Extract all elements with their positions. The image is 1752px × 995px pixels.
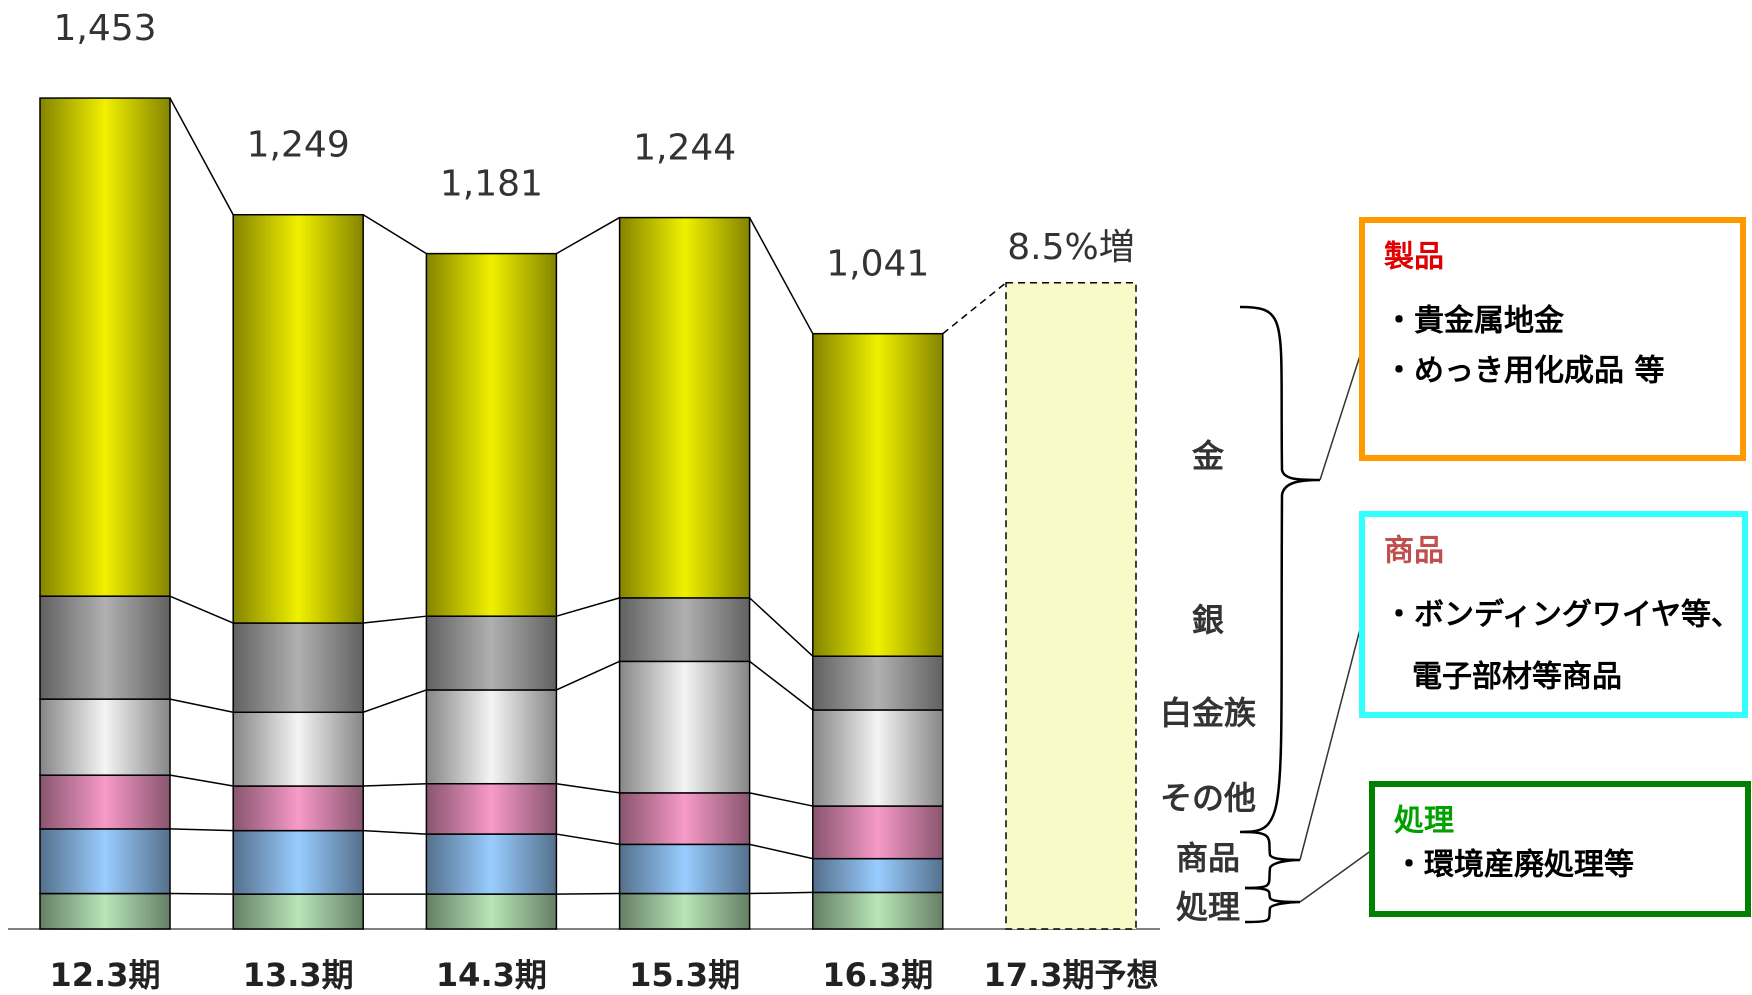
connector (749, 660, 814, 711)
connector (748, 217, 814, 335)
bar-shade (619, 893, 750, 929)
x-tick-label: 15.3期 (629, 956, 740, 994)
pointer (1299, 849, 1373, 903)
connector (169, 595, 234, 624)
panel-box (1369, 781, 1751, 917)
bar-shade (619, 597, 750, 662)
bar-shade (619, 217, 750, 598)
connector (556, 783, 620, 794)
pointer (1319, 339, 1366, 481)
x-tick-label: 16.3期 (822, 956, 933, 994)
bar-shade (812, 892, 943, 929)
bar-shade (233, 623, 364, 713)
series-label: 金 (1191, 437, 1225, 475)
bar-shade (40, 775, 170, 829)
connector (749, 597, 814, 657)
brace (1244, 886, 1301, 924)
connector (556, 216, 620, 255)
forecast-bar (1005, 282, 1137, 930)
bar-shade (426, 616, 557, 690)
connector (749, 891, 813, 895)
bar-shade (812, 333, 943, 657)
bar-shade (812, 806, 943, 859)
series-label: 商品 (1176, 839, 1240, 877)
connector (363, 615, 427, 624)
bar-shade (40, 98, 170, 597)
bar-shade (40, 893, 170, 929)
panel-title: 製品 (1384, 240, 1444, 275)
bar-shade (233, 894, 364, 929)
bar-shade (426, 834, 557, 895)
x-tick-label: 12.3期 (50, 956, 161, 994)
total-label: 1,244 (633, 128, 736, 169)
panel-item: ・めっき用化成品 等 (1384, 354, 1664, 389)
panel-title: 処理 (1394, 804, 1454, 839)
bar-shade (812, 709, 943, 807)
connector (363, 782, 427, 787)
bar-shade (619, 844, 750, 894)
bar-shade (426, 689, 557, 784)
bar-shade (40, 596, 170, 700)
bar-shade (619, 661, 750, 793)
series-label: 銀 (1192, 601, 1224, 639)
connector (363, 829, 427, 835)
panel-item: ・貴金属地金 (1384, 304, 1565, 339)
connector (556, 660, 620, 691)
panel-title: 商品 (1384, 534, 1444, 569)
total-label: 1,041 (826, 244, 929, 285)
connector (169, 774, 234, 787)
connector (169, 698, 234, 713)
bar-shade (233, 830, 364, 895)
panel-box (1359, 217, 1746, 461)
series-label: 白金族 (1160, 694, 1257, 732)
bar-shade (40, 828, 170, 894)
connector (362, 689, 427, 713)
bar-shade (426, 253, 557, 617)
series-label: 処理 (1176, 888, 1240, 926)
bar-shade (233, 712, 364, 787)
panel-item: ・環境産廃処理等 (1394, 848, 1634, 883)
brace (1239, 305, 1321, 834)
pointer (1299, 609, 1366, 861)
connector (749, 792, 813, 807)
x-tick-label: 14.3期 (436, 956, 547, 994)
x-tick-label: 13.3期 (243, 956, 354, 994)
bar-shade (426, 783, 557, 835)
connector (169, 828, 234, 832)
panel-box (1359, 511, 1748, 718)
bar-shade (619, 792, 750, 845)
forecast-connector (942, 282, 1007, 335)
series-label: その他 (1160, 779, 1256, 817)
total-label: 1,453 (53, 8, 156, 49)
x-tick-label: 17.3期予想 (984, 956, 1159, 994)
forecast-label: 8.5%増 (1007, 227, 1134, 268)
panel-item: ・ボンディングワイヤ等、 (1384, 598, 1741, 633)
connector (362, 214, 427, 255)
brace (1244, 830, 1301, 890)
total-label: 1,181 (440, 164, 543, 205)
panel-item: 電子部材等商品 (1412, 660, 1622, 695)
connector (556, 833, 620, 846)
connector (556, 892, 620, 895)
connector (169, 97, 234, 216)
bar-shade (426, 894, 557, 929)
bar-shade (812, 656, 943, 710)
connector (556, 597, 620, 617)
bar-shade (812, 858, 943, 893)
total-label: 1,249 (247, 125, 350, 166)
bar-shade (40, 699, 170, 776)
connector (169, 892, 234, 895)
connector (749, 843, 813, 860)
bar-shade (233, 214, 364, 624)
bar-shade (233, 786, 364, 831)
